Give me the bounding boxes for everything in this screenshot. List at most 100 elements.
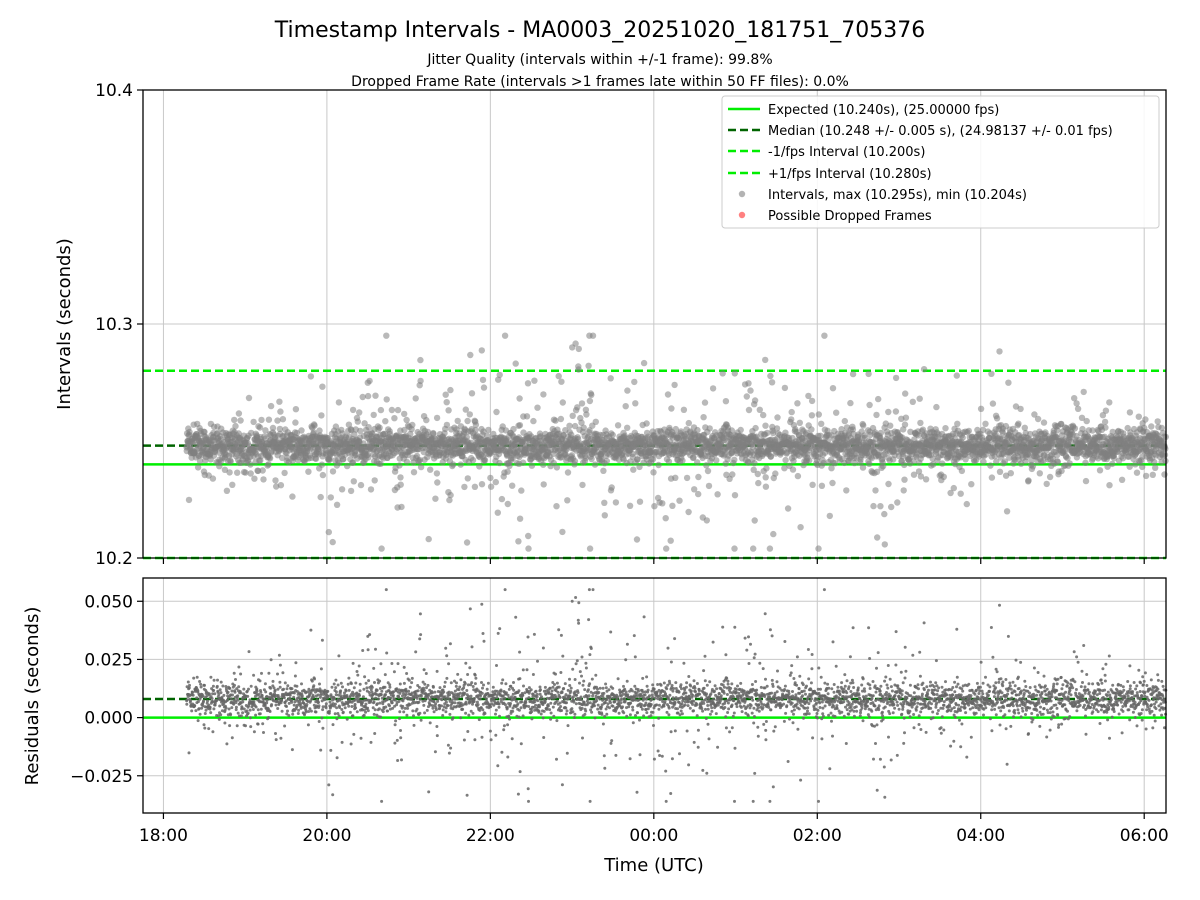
interval-point-1834 (633, 536, 641, 543)
residual-point-611 (335, 706, 339, 710)
interval-point-1836 (634, 456, 641, 463)
interval-point-2328 (755, 479, 762, 487)
interval-point-3253 (982, 420, 989, 427)
interval-point-790 (377, 460, 384, 467)
interval-point-1020 (433, 414, 441, 422)
residual-point-758 (371, 697, 375, 701)
interval-point-1162 (468, 390, 476, 397)
interval-point-2982 (915, 468, 923, 475)
interval-point-175 (226, 469, 233, 476)
interval-point-613 (333, 501, 341, 508)
residual-point-671 (349, 682, 353, 686)
residual-point-661 (347, 676, 351, 680)
interval-point-1269 (495, 376, 502, 383)
residual-point-140 (219, 691, 223, 695)
interval-point-740 (365, 454, 372, 461)
interval-point-3337 (1002, 472, 1010, 479)
residual-point-197 (233, 690, 237, 694)
interval-point-2809 (873, 411, 880, 419)
residual-point-717 (361, 649, 365, 652)
residual-point-813 (384, 588, 388, 592)
interval-point-2064 (690, 454, 697, 461)
residual-point-436 (292, 695, 296, 699)
interval-point-199 (232, 422, 239, 430)
residual-point-603 (333, 697, 337, 701)
residual-point-389 (280, 709, 284, 713)
interval-point-2923 (901, 476, 908, 483)
interval-point-1207 (479, 376, 487, 384)
residual-point-919 (410, 676, 414, 680)
residual-point-556 (321, 705, 325, 709)
interval-point-468 (298, 427, 305, 434)
residual-point-938 (415, 707, 419, 711)
interval-point-2067 (691, 486, 698, 493)
residual-point-361 (273, 688, 277, 692)
residual-point-473 (301, 698, 305, 702)
residual-point-187 (231, 693, 234, 697)
interval-point-872 (397, 481, 404, 488)
interval-point-595 (329, 538, 336, 546)
interval-point-2836 (879, 463, 887, 470)
residual-point-837 (390, 701, 394, 705)
interval-point-1209 (480, 428, 487, 435)
residual-point-613 (335, 756, 339, 760)
interval-point-3413 (1021, 424, 1028, 431)
residual-point-875 (400, 758, 403, 762)
interval-point-1550 (564, 497, 571, 504)
residual-point-739 (366, 648, 370, 652)
interval-point-1515 (555, 372, 562, 380)
interval-point-3300 (993, 415, 1001, 422)
residual-point-794 (380, 799, 384, 803)
residual-point-74 (203, 726, 207, 730)
interval-point-3243 (979, 426, 987, 433)
residual-point-438 (292, 703, 296, 707)
interval-point-1307 (504, 468, 511, 475)
interval-point-1229 (485, 426, 492, 434)
residual-point-811 (384, 705, 388, 709)
residual-point-826 (388, 704, 391, 708)
interval-point-620 (335, 399, 343, 406)
interval-point-1663 (591, 461, 599, 468)
interval-point-1454 (540, 481, 547, 488)
interval-point-2547 (808, 397, 816, 405)
interval-point-3310 (996, 348, 1003, 355)
residual-point-897 (405, 713, 409, 717)
interval-point-2144 (709, 385, 717, 392)
interval-point-334 (265, 461, 272, 468)
residual-point-745 (368, 633, 372, 637)
interval-point-992 (427, 466, 434, 473)
interval-point-384 (277, 482, 285, 489)
residual-point-287 (255, 689, 259, 693)
interval-point-1643 (586, 545, 594, 552)
interval-point-2384 (768, 379, 776, 386)
interval-point-2321 (753, 433, 760, 440)
residual-point-688 (354, 706, 358, 710)
residual-point-203 (234, 705, 238, 709)
residual-point-527 (314, 710, 318, 714)
interval-point-3624 (1073, 400, 1080, 407)
interval-point-1591 (574, 404, 581, 411)
residual-point-670 (349, 742, 353, 746)
residual-point-638 (341, 710, 345, 714)
residual-point-568 (324, 706, 328, 710)
interval-point-47 (194, 464, 202, 471)
residual-point-697 (356, 673, 360, 677)
interval-point-3011 (922, 476, 930, 483)
residual-point-195 (233, 683, 236, 687)
interval-point-1357 (516, 422, 524, 429)
interval-point-703 (356, 409, 363, 416)
residual-point-487 (304, 710, 308, 714)
residual-point-53 (198, 680, 202, 683)
residual-point-725 (363, 675, 367, 679)
interval-point-305 (258, 416, 265, 424)
interval-point-2888 (892, 408, 900, 415)
interval-point-164 (223, 487, 231, 494)
interval-point-2025 (680, 406, 688, 413)
residual-point-689 (354, 681, 358, 685)
interval-point-2797 (870, 502, 877, 510)
interval-point-2957 (909, 398, 916, 405)
interval-point-2462 (788, 416, 795, 423)
residual-point-152 (222, 693, 226, 697)
interval-point-2127 (705, 482, 713, 490)
residual-point-700 (357, 697, 360, 700)
